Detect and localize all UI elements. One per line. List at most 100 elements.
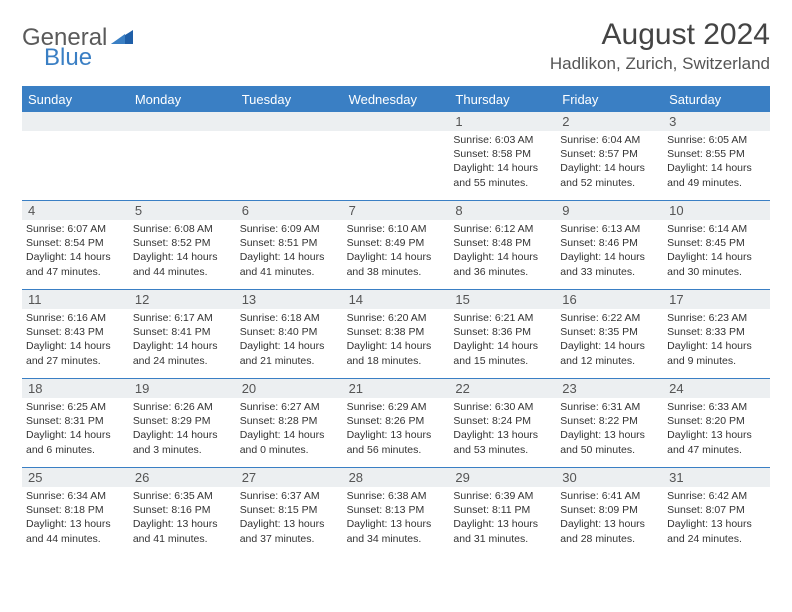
day-header-tue: Tuesday bbox=[236, 88, 343, 111]
day-number: 14 bbox=[343, 290, 450, 309]
day-number: 13 bbox=[236, 290, 343, 309]
day-body: Sunrise: 6:26 AMSunset: 8:29 PMDaylight:… bbox=[129, 398, 236, 461]
day-body: Sunrise: 6:38 AMSunset: 8:13 PMDaylight:… bbox=[343, 487, 450, 550]
day-number bbox=[236, 112, 343, 131]
sunset-text: Sunset: 8:58 PM bbox=[453, 147, 552, 161]
day-number: 19 bbox=[129, 379, 236, 398]
day-body: Sunrise: 6:03 AMSunset: 8:58 PMDaylight:… bbox=[449, 131, 556, 194]
day-body: Sunrise: 6:31 AMSunset: 8:22 PMDaylight:… bbox=[556, 398, 663, 461]
sunrise-text: Sunrise: 6:30 AM bbox=[453, 400, 552, 414]
day-cell: 18Sunrise: 6:25 AMSunset: 8:31 PMDayligh… bbox=[22, 379, 129, 467]
sunrise-text: Sunrise: 6:14 AM bbox=[667, 222, 766, 236]
day-cell: 3Sunrise: 6:05 AMSunset: 8:55 PMDaylight… bbox=[663, 112, 770, 200]
sunrise-text: Sunrise: 6:03 AM bbox=[453, 133, 552, 147]
day-number: 4 bbox=[22, 201, 129, 220]
day-cell: 14Sunrise: 6:20 AMSunset: 8:38 PMDayligh… bbox=[343, 290, 450, 378]
day-body: Sunrise: 6:22 AMSunset: 8:35 PMDaylight:… bbox=[556, 309, 663, 372]
day-cell: 19Sunrise: 6:26 AMSunset: 8:29 PMDayligh… bbox=[129, 379, 236, 467]
sunrise-text: Sunrise: 6:23 AM bbox=[667, 311, 766, 325]
day-number: 9 bbox=[556, 201, 663, 220]
day-cell: 16Sunrise: 6:22 AMSunset: 8:35 PMDayligh… bbox=[556, 290, 663, 378]
day-body: Sunrise: 6:25 AMSunset: 8:31 PMDaylight:… bbox=[22, 398, 129, 461]
day-cell: 26Sunrise: 6:35 AMSunset: 8:16 PMDayligh… bbox=[129, 468, 236, 556]
sunrise-text: Sunrise: 6:41 AM bbox=[560, 489, 659, 503]
sunset-text: Sunset: 8:13 PM bbox=[347, 503, 446, 517]
day-body: Sunrise: 6:04 AMSunset: 8:57 PMDaylight:… bbox=[556, 131, 663, 194]
day-body: Sunrise: 6:42 AMSunset: 8:07 PMDaylight:… bbox=[663, 487, 770, 550]
calendar-page: General August 2024 Hadlikon, Zurich, Sw… bbox=[0, 0, 792, 556]
day-header-sun: Sunday bbox=[22, 88, 129, 111]
sunset-text: Sunset: 8:38 PM bbox=[347, 325, 446, 339]
sunset-text: Sunset: 8:46 PM bbox=[560, 236, 659, 250]
day-number: 23 bbox=[556, 379, 663, 398]
daylight-text: Daylight: 14 hours and 15 minutes. bbox=[453, 339, 552, 367]
day-cell: 20Sunrise: 6:27 AMSunset: 8:28 PMDayligh… bbox=[236, 379, 343, 467]
daylight-text: Daylight: 14 hours and 18 minutes. bbox=[347, 339, 446, 367]
sunset-text: Sunset: 8:48 PM bbox=[453, 236, 552, 250]
day-cell: 5Sunrise: 6:08 AMSunset: 8:52 PMDaylight… bbox=[129, 201, 236, 289]
day-cell: 22Sunrise: 6:30 AMSunset: 8:24 PMDayligh… bbox=[449, 379, 556, 467]
daylight-text: Daylight: 13 hours and 56 minutes. bbox=[347, 428, 446, 456]
day-cell bbox=[22, 112, 129, 200]
day-number: 28 bbox=[343, 468, 450, 487]
day-cell: 17Sunrise: 6:23 AMSunset: 8:33 PMDayligh… bbox=[663, 290, 770, 378]
day-body: Sunrise: 6:29 AMSunset: 8:26 PMDaylight:… bbox=[343, 398, 450, 461]
sunset-text: Sunset: 8:22 PM bbox=[560, 414, 659, 428]
sunset-text: Sunset: 8:52 PM bbox=[133, 236, 232, 250]
day-body: Sunrise: 6:07 AMSunset: 8:54 PMDaylight:… bbox=[22, 220, 129, 283]
day-number: 3 bbox=[663, 112, 770, 131]
day-number bbox=[22, 112, 129, 131]
sunrise-text: Sunrise: 6:35 AM bbox=[133, 489, 232, 503]
sunrise-text: Sunrise: 6:13 AM bbox=[560, 222, 659, 236]
week-row: 4Sunrise: 6:07 AMSunset: 8:54 PMDaylight… bbox=[22, 200, 770, 289]
sunrise-text: Sunrise: 6:05 AM bbox=[667, 133, 766, 147]
daylight-text: Daylight: 13 hours and 47 minutes. bbox=[667, 428, 766, 456]
day-body: Sunrise: 6:21 AMSunset: 8:36 PMDaylight:… bbox=[449, 309, 556, 372]
day-number: 22 bbox=[449, 379, 556, 398]
sunset-text: Sunset: 8:41 PM bbox=[133, 325, 232, 339]
day-number: 26 bbox=[129, 468, 236, 487]
daylight-text: Daylight: 13 hours and 44 minutes. bbox=[26, 517, 125, 545]
day-body: Sunrise: 6:33 AMSunset: 8:20 PMDaylight:… bbox=[663, 398, 770, 461]
day-number: 27 bbox=[236, 468, 343, 487]
daylight-text: Daylight: 14 hours and 36 minutes. bbox=[453, 250, 552, 278]
day-body: Sunrise: 6:27 AMSunset: 8:28 PMDaylight:… bbox=[236, 398, 343, 461]
location-text: Hadlikon, Zurich, Switzerland bbox=[550, 54, 770, 74]
sunrise-text: Sunrise: 6:12 AM bbox=[453, 222, 552, 236]
day-cell: 12Sunrise: 6:17 AMSunset: 8:41 PMDayligh… bbox=[129, 290, 236, 378]
sunset-text: Sunset: 8:07 PM bbox=[667, 503, 766, 517]
sunrise-text: Sunrise: 6:22 AM bbox=[560, 311, 659, 325]
day-cell: 13Sunrise: 6:18 AMSunset: 8:40 PMDayligh… bbox=[236, 290, 343, 378]
day-cell: 30Sunrise: 6:41 AMSunset: 8:09 PMDayligh… bbox=[556, 468, 663, 556]
day-number: 25 bbox=[22, 468, 129, 487]
day-number: 12 bbox=[129, 290, 236, 309]
day-number: 2 bbox=[556, 112, 663, 131]
day-body: Sunrise: 6:08 AMSunset: 8:52 PMDaylight:… bbox=[129, 220, 236, 283]
sunrise-text: Sunrise: 6:09 AM bbox=[240, 222, 339, 236]
day-cell bbox=[129, 112, 236, 200]
day-cell bbox=[343, 112, 450, 200]
day-body: Sunrise: 6:35 AMSunset: 8:16 PMDaylight:… bbox=[129, 487, 236, 550]
daylight-text: Daylight: 13 hours and 24 minutes. bbox=[667, 517, 766, 545]
day-body: Sunrise: 6:17 AMSunset: 8:41 PMDaylight:… bbox=[129, 309, 236, 372]
sunset-text: Sunset: 8:49 PM bbox=[347, 236, 446, 250]
sunset-text: Sunset: 8:45 PM bbox=[667, 236, 766, 250]
sunrise-text: Sunrise: 6:25 AM bbox=[26, 400, 125, 414]
sunrise-text: Sunrise: 6:39 AM bbox=[453, 489, 552, 503]
day-header-wed: Wednesday bbox=[343, 88, 450, 111]
sunrise-text: Sunrise: 6:33 AM bbox=[667, 400, 766, 414]
day-cell: 23Sunrise: 6:31 AMSunset: 8:22 PMDayligh… bbox=[556, 379, 663, 467]
day-body: Sunrise: 6:14 AMSunset: 8:45 PMDaylight:… bbox=[663, 220, 770, 283]
sunrise-text: Sunrise: 6:29 AM bbox=[347, 400, 446, 414]
daylight-text: Daylight: 13 hours and 53 minutes. bbox=[453, 428, 552, 456]
day-number: 1 bbox=[449, 112, 556, 131]
day-number: 15 bbox=[449, 290, 556, 309]
daylight-text: Daylight: 13 hours and 34 minutes. bbox=[347, 517, 446, 545]
sunset-text: Sunset: 8:55 PM bbox=[667, 147, 766, 161]
sunrise-text: Sunrise: 6:21 AM bbox=[453, 311, 552, 325]
day-cell: 15Sunrise: 6:21 AMSunset: 8:36 PMDayligh… bbox=[449, 290, 556, 378]
day-cell: 29Sunrise: 6:39 AMSunset: 8:11 PMDayligh… bbox=[449, 468, 556, 556]
logo-text-blue: Blue bbox=[44, 44, 92, 71]
sunset-text: Sunset: 8:20 PM bbox=[667, 414, 766, 428]
day-body: Sunrise: 6:16 AMSunset: 8:43 PMDaylight:… bbox=[22, 309, 129, 372]
